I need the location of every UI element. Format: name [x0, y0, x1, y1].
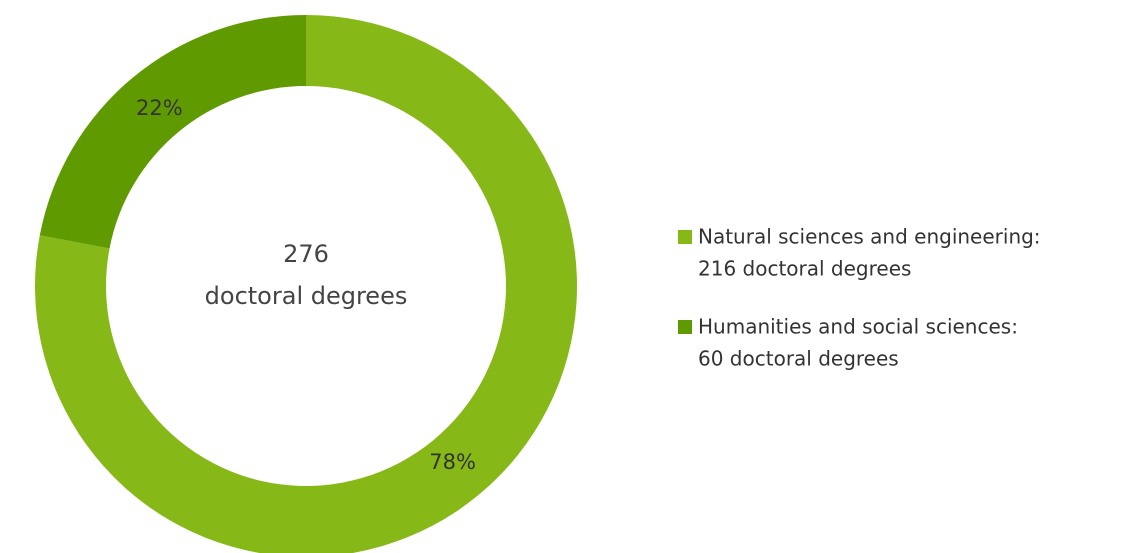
- legend-label: Humanities and social sciences:: [698, 315, 1018, 339]
- center-label: doctoral degrees: [205, 282, 408, 310]
- donut-slice: [39, 15, 306, 249]
- legend-swatch: [678, 320, 692, 334]
- slice-label: 78%: [429, 450, 476, 474]
- legend-label: Natural sciences and engineering:: [698, 225, 1041, 249]
- slice-label: 22%: [136, 96, 183, 120]
- legend-detail: 216 doctoral degrees: [698, 257, 911, 281]
- center-label: 276: [283, 240, 329, 268]
- legend-detail: 60 doctoral degrees: [698, 347, 899, 371]
- legend-swatch: [678, 230, 692, 244]
